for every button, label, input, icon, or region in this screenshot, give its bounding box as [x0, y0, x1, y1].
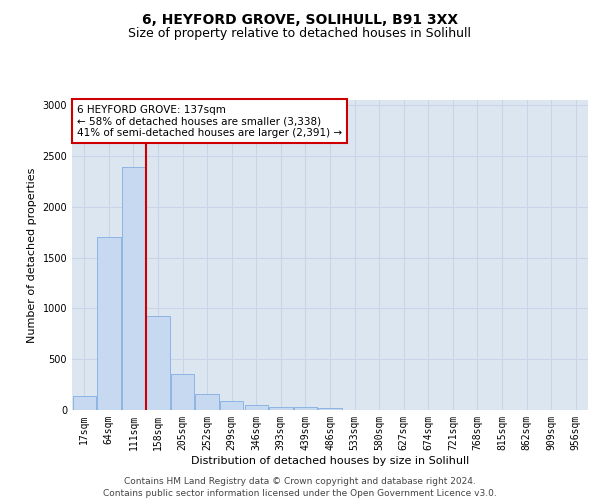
Bar: [146, 316, 170, 410]
Y-axis label: Number of detached properties: Number of detached properties: [27, 168, 37, 342]
Bar: [73, 396, 96, 410]
Bar: [97, 237, 121, 410]
Bar: [245, 405, 268, 410]
Bar: [294, 408, 317, 410]
Text: Contains HM Land Registry data © Crown copyright and database right 2024.
Contai: Contains HM Land Registry data © Crown c…: [103, 476, 497, 498]
Text: Size of property relative to detached houses in Solihull: Size of property relative to detached ho…: [128, 28, 472, 40]
Bar: [319, 408, 341, 410]
Bar: [269, 407, 293, 410]
Bar: [220, 401, 244, 410]
Bar: [196, 394, 219, 410]
X-axis label: Distribution of detached houses by size in Solihull: Distribution of detached houses by size …: [191, 456, 469, 466]
Bar: [171, 374, 194, 410]
Bar: [122, 167, 145, 410]
Text: 6 HEYFORD GROVE: 137sqm
← 58% of detached houses are smaller (3,338)
41% of semi: 6 HEYFORD GROVE: 137sqm ← 58% of detache…: [77, 104, 342, 138]
Text: 6, HEYFORD GROVE, SOLIHULL, B91 3XX: 6, HEYFORD GROVE, SOLIHULL, B91 3XX: [142, 12, 458, 26]
